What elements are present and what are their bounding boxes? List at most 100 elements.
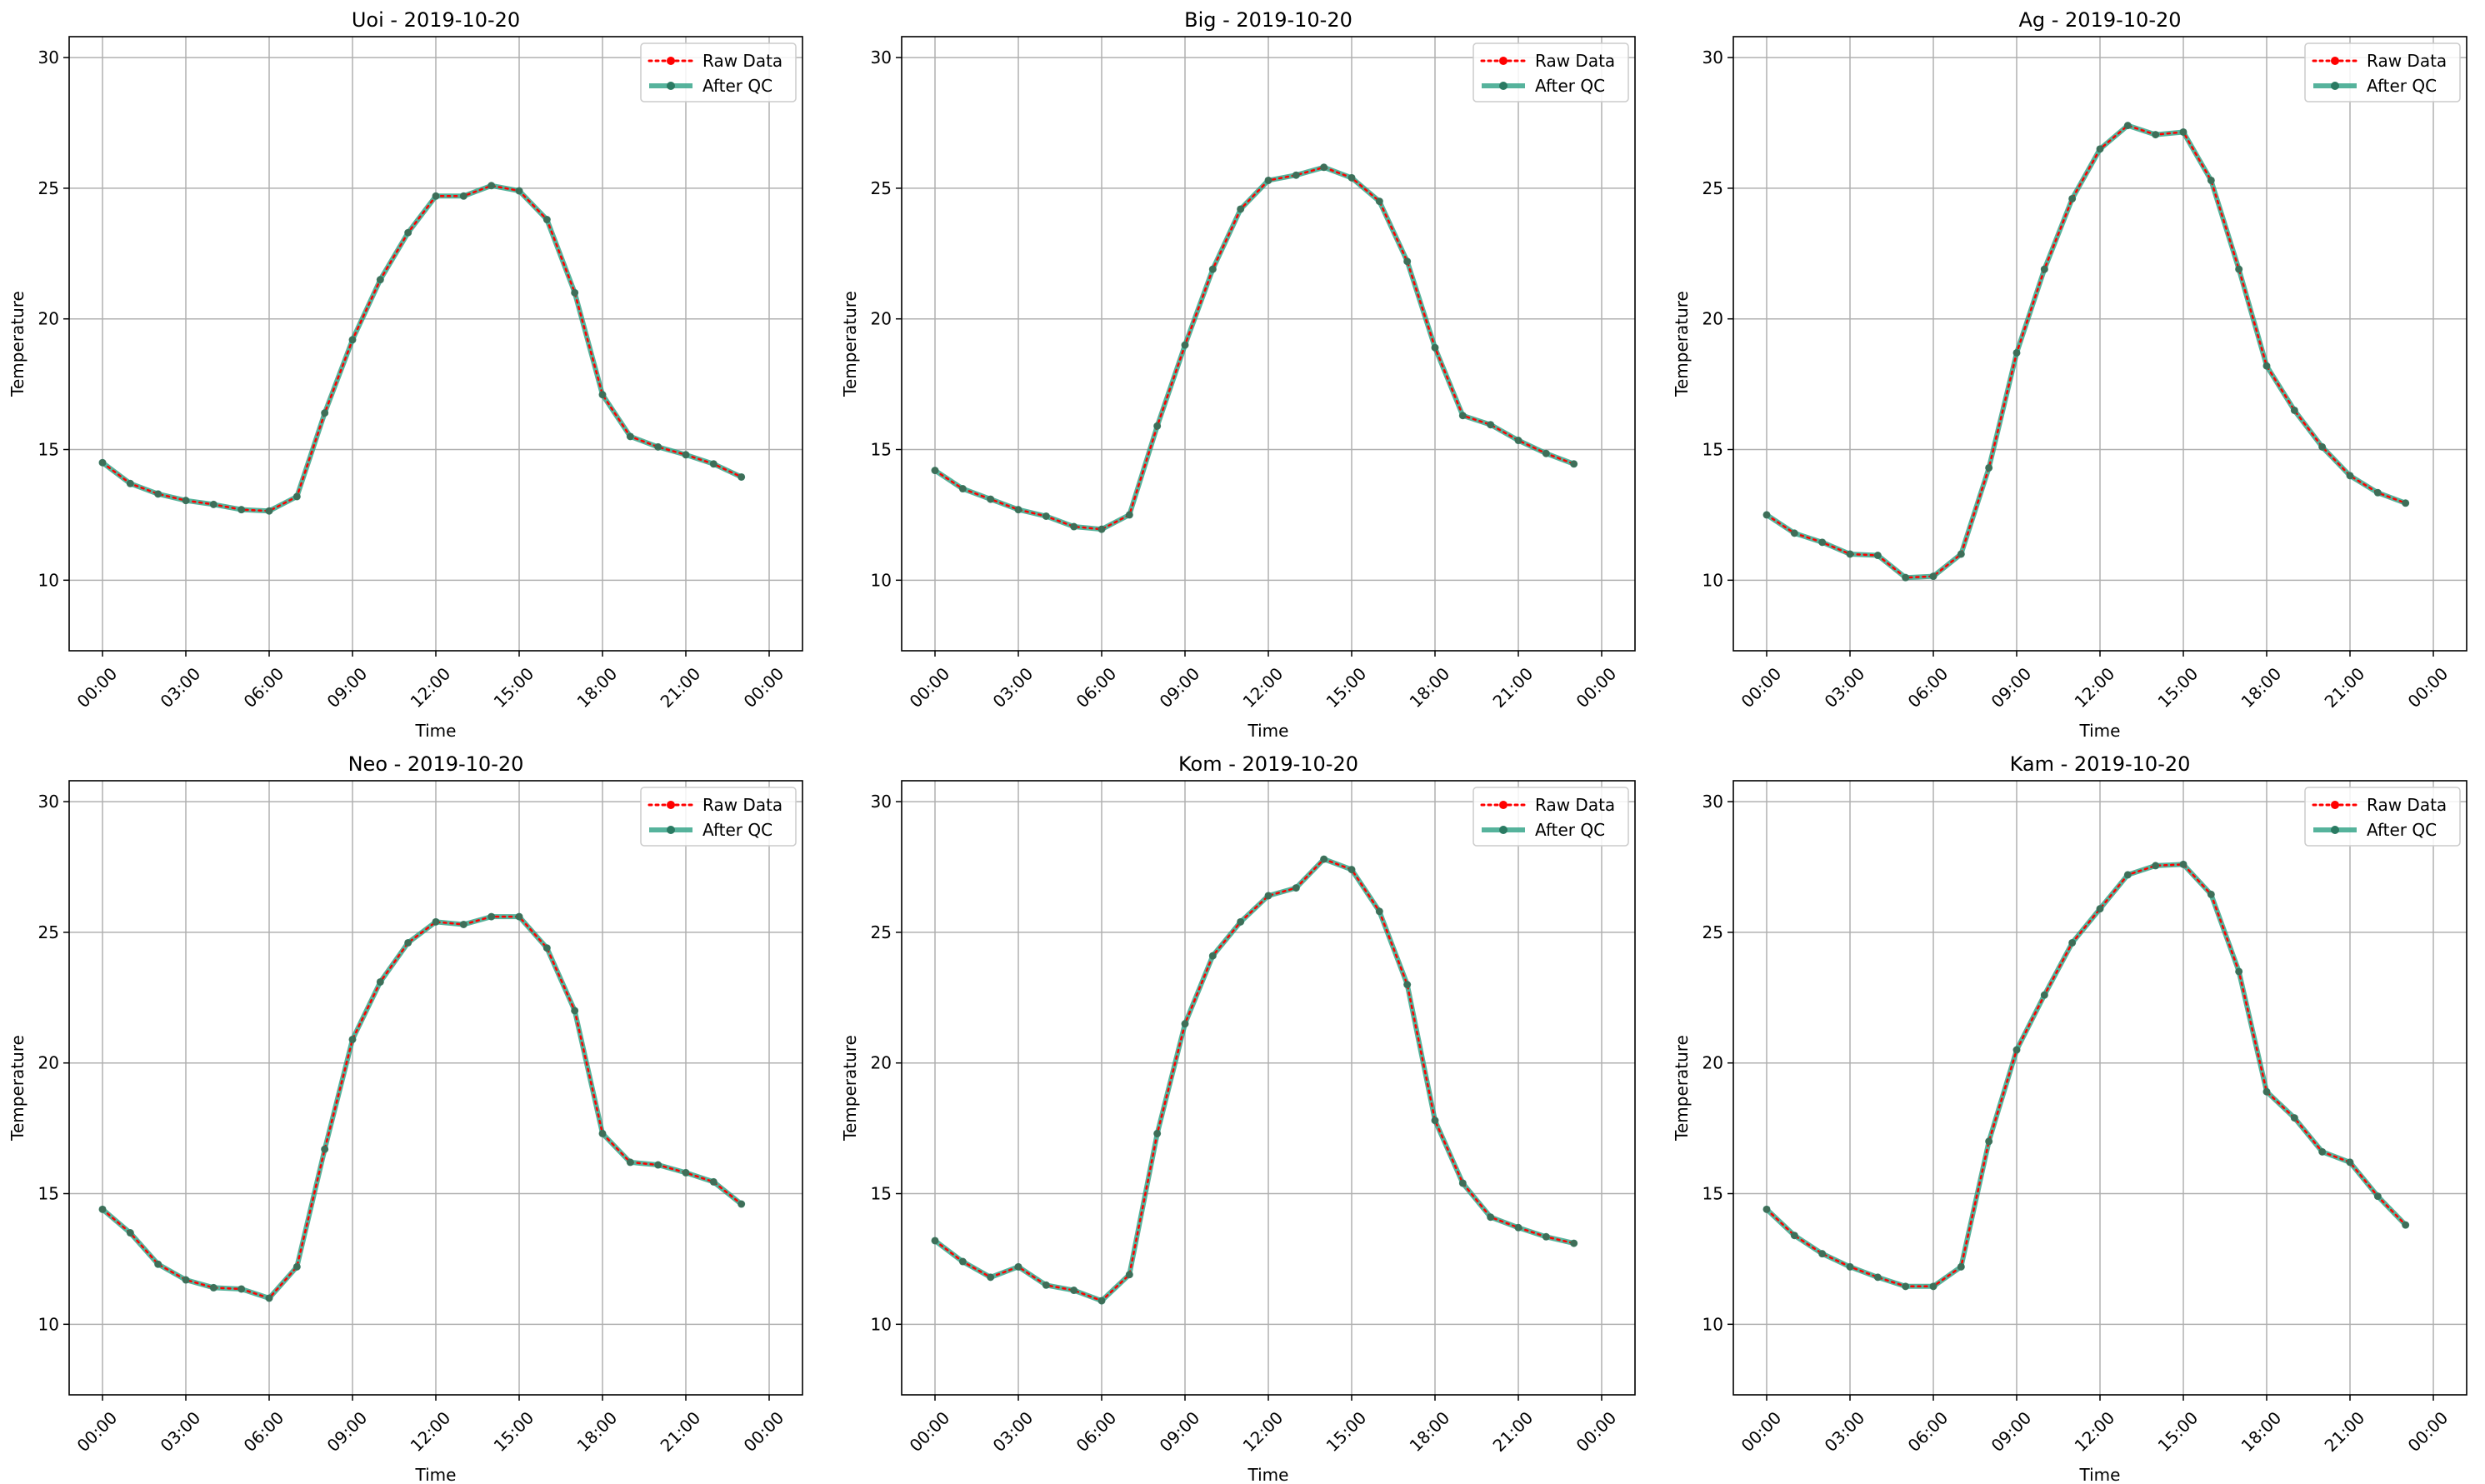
panel-title: Big - 2019-10-20: [1184, 8, 1352, 32]
series-line-after-qc: [933, 857, 1575, 1304]
legend-marker-raw-data: [667, 801, 675, 809]
after-qc-point: [738, 1200, 746, 1208]
after-qc-point: [2068, 194, 2077, 202]
x-tick-label: 00:00: [740, 1407, 788, 1456]
x-axis-label: Time: [2079, 1465, 2121, 1484]
after-qc-point: [654, 1161, 662, 1169]
after-qc-point: [404, 228, 412, 237]
legend-label-after-qc: After QC: [1535, 76, 1605, 96]
y-tick-label: 30: [38, 47, 59, 67]
after-qc-point: [931, 1237, 939, 1245]
x-tick-label: 00:00: [906, 1407, 954, 1456]
y-axis-label: Temperature: [840, 1035, 860, 1142]
legend-label-raw-data: Raw Data: [2367, 51, 2447, 71]
after-qc-point: [2207, 176, 2215, 184]
x-tick-label: 03:00: [1821, 1407, 1869, 1456]
y-tick-label: 20: [1702, 309, 1723, 329]
series-line-raw-data: [933, 166, 1575, 531]
x-tick-label: 06:00: [1904, 663, 1952, 712]
y-tick-label: 10: [1702, 570, 1723, 590]
y-tick-label: 10: [38, 570, 59, 590]
series-line-after-qc: [1765, 122, 2407, 581]
x-tick-label: 09:00: [1156, 663, 1204, 712]
legend-label-raw-data: Raw Data: [702, 795, 782, 815]
x-tick-label: 21:00: [657, 663, 705, 712]
x-tick-label: 18:00: [2238, 1407, 2286, 1456]
x-tick-label: 03:00: [157, 1407, 205, 1456]
series-line-raw-data: [101, 915, 742, 1300]
x-tick-label: 12:00: [2071, 663, 2119, 712]
x-tick-label: 15:00: [490, 1407, 538, 1456]
after-qc-point: [1237, 917, 1245, 926]
after-qc-point: [2152, 862, 2160, 870]
y-axis-label: Temperature: [1672, 1035, 1692, 1142]
series-line-raw-data: [1765, 863, 2407, 1288]
after-qc-point: [292, 1262, 301, 1271]
x-tick-label: 03:00: [989, 1407, 1038, 1456]
panel-title: Kom - 2019-10-20: [1178, 752, 1358, 776]
after-qc-point: [1153, 1129, 1162, 1137]
after-qc-point: [1153, 422, 1162, 430]
x-axis-label: Time: [415, 1465, 457, 1484]
x-tick-label: 00:00: [1572, 1407, 1621, 1456]
after-qc-point: [321, 1145, 329, 1153]
after-qc-point: [1098, 1297, 1106, 1305]
after-qc-point: [1929, 572, 1938, 581]
x-tick-label: 15:00: [2154, 663, 2202, 712]
x-axis-label: Time: [2079, 721, 2121, 741]
x-tick-label: 09:00: [323, 663, 372, 712]
chart-panel: 00:00 03:00 06:00 09:00 12:00 15:00 18:00 21:00…: [1672, 8, 2468, 741]
after-qc-point: [1014, 1262, 1022, 1271]
after-qc-point: [1348, 866, 1356, 874]
after-qc-point: [987, 1273, 995, 1282]
x-tick-label: 15:00: [490, 663, 538, 712]
after-qc-point: [1570, 1239, 1578, 1247]
after-qc-point: [2402, 1221, 2410, 1229]
after-qc-point: [2318, 1147, 2327, 1156]
y-axis-label: Temperature: [8, 291, 28, 397]
after-qc-point: [1320, 163, 1328, 172]
after-qc-point: [1542, 1232, 1550, 1241]
y-tick-label: 30: [871, 792, 892, 812]
x-tick-label: 18:00: [573, 1407, 622, 1456]
after-qc-point: [154, 1260, 162, 1268]
after-qc-point: [682, 451, 690, 459]
y-tick-label: 30: [1702, 47, 1723, 67]
after-qc-point: [98, 1205, 107, 1213]
legend-label-raw-data: Raw Data: [702, 51, 782, 71]
y-tick-label: 10: [1702, 1314, 1723, 1334]
after-qc-point: [2123, 122, 2132, 130]
x-tick-label: 15:00: [1322, 1407, 1371, 1456]
x-tick-label: 00:00: [1738, 663, 1786, 712]
after-qc-point: [2012, 1046, 2021, 1054]
after-qc-point: [432, 917, 440, 926]
x-tick-label: 21:00: [1489, 663, 1538, 712]
legend-marker-raw-data: [1499, 57, 1508, 65]
after-qc-point: [738, 472, 746, 481]
y-tick-label: 15: [38, 440, 59, 460]
after-qc-point: [709, 460, 718, 468]
after-qc-point: [126, 479, 134, 487]
series-line-raw-data: [1765, 124, 2407, 579]
after-qc-point: [1985, 1137, 1993, 1146]
after-qc-point: [682, 1168, 690, 1177]
x-tick-label: 00:00: [906, 663, 954, 712]
after-qc-point: [265, 1294, 273, 1302]
after-qc-point: [1542, 449, 1550, 457]
y-tick-label: 15: [38, 1184, 59, 1204]
after-qc-point: [987, 495, 995, 503]
panel-title: Kam - 2019-10-20: [2010, 752, 2191, 776]
legend-marker-raw-data: [2331, 57, 2339, 65]
after-qc-point: [1292, 884, 1300, 892]
after-qc-point: [1070, 522, 1078, 531]
y-tick-label: 20: [38, 1053, 59, 1073]
after-qc-point: [209, 1283, 218, 1292]
x-tick-label: 21:00: [1489, 1407, 1538, 1456]
x-tick-label: 06:00: [240, 663, 288, 712]
after-qc-point: [182, 1276, 190, 1284]
x-tick-label: 06:00: [1072, 1407, 1121, 1456]
y-tick-label: 25: [871, 922, 892, 942]
after-qc-point: [1375, 907, 1383, 916]
after-qc-point: [626, 432, 634, 441]
legend-marker-after-qc: [2331, 82, 2339, 90]
